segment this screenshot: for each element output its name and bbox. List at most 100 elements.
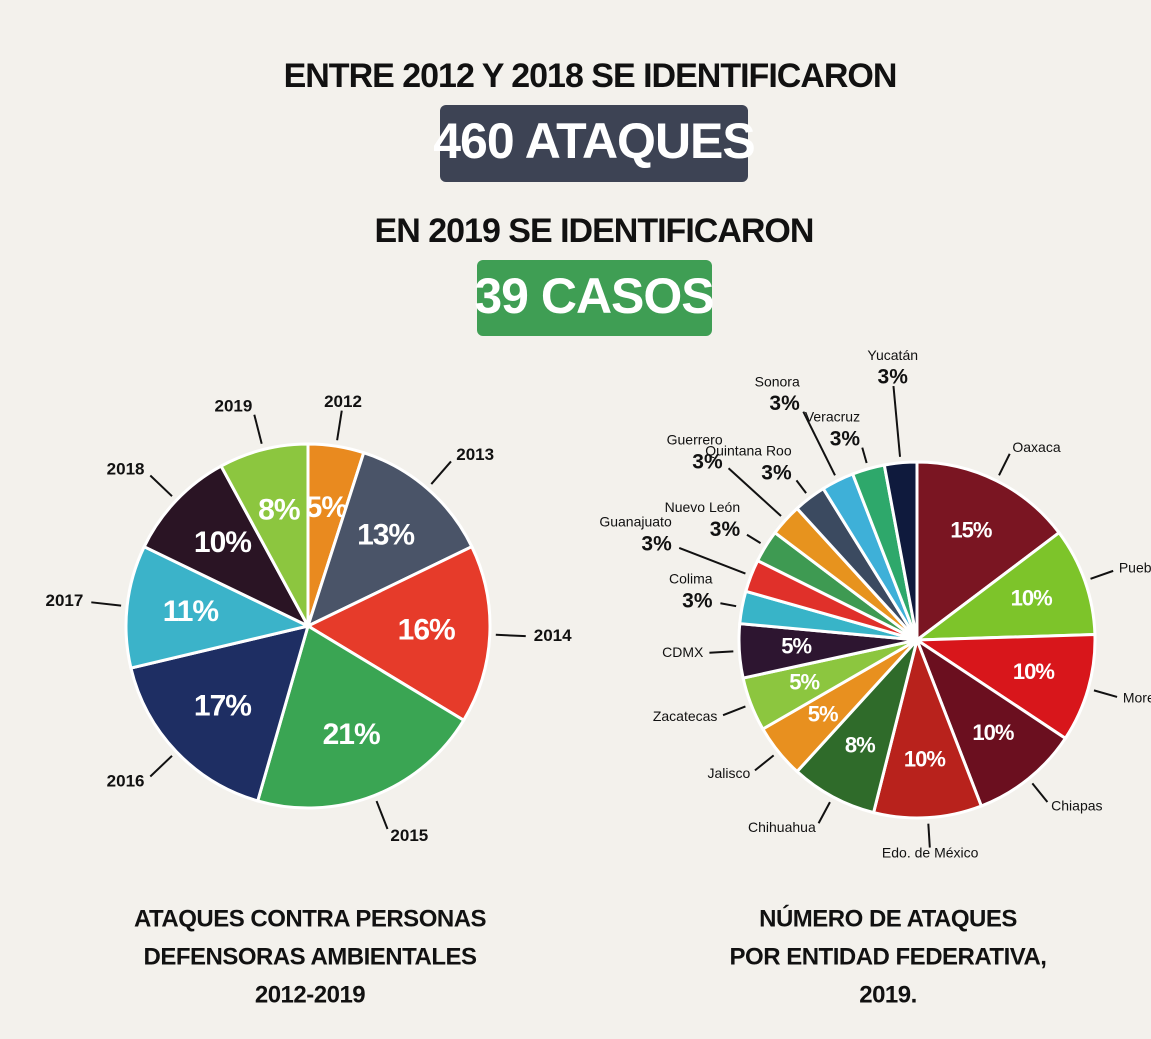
category-label: Oaxaca [1012,439,1060,455]
pie-slice [915,460,1062,644]
pie-slice [255,623,466,810]
category-label: Jalisco [707,765,750,781]
category-label: 2017 [46,591,84,610]
category-label: CDMX [662,644,704,660]
leader-line [1090,569,1114,580]
leader-line [336,410,343,441]
value-label: 15% [950,517,991,542]
category-label: Chiapas [1051,797,1102,813]
value-label: 3% [769,392,800,415]
category-label: Edo. de México [882,844,979,860]
value-label: 10% [1011,586,1052,611]
leader-line [754,754,775,772]
leader-line [892,385,902,457]
chart-title: POR ENTIDAD FEDERATIVA, [730,943,1047,970]
pie-slice [912,632,1097,741]
leader-line [91,601,122,607]
category-label: Quintana Roo [705,443,792,459]
leader-line [746,533,762,544]
category-label: 2013 [456,445,494,464]
value-label: 21% [323,718,380,751]
value-label: 10% [1013,659,1054,684]
chart-title: 2019. [859,981,917,1008]
leader-line [375,800,389,830]
value-label: 3% [761,462,792,485]
value-label: 13% [357,519,414,552]
value-label: 5% [808,702,838,727]
cases-box [477,260,712,336]
value-label: 3% [641,533,672,556]
value-label: 16% [398,613,455,646]
leader-line [253,414,263,445]
value-label: 5% [781,633,811,658]
leader-line [802,411,836,476]
category-label: Colima [669,570,713,586]
category-label: 2015 [390,826,428,845]
value-label: 3% [830,427,861,450]
value-label: 11% [163,595,219,628]
value-label: 3% [682,589,713,612]
leader-line [709,650,734,654]
category-label: 2016 [107,772,145,791]
category-label: 2018 [107,459,145,478]
value-label: 8% [258,493,300,526]
category-label: Veracruz [805,409,860,425]
category-label: Guanajuato [599,514,672,530]
total-value: 460 ATAQUES [433,113,755,169]
value-label: 3% [692,450,723,473]
leader-line [1093,689,1118,698]
pie-slice [304,544,492,723]
pie-slice [305,450,474,629]
leader-line [927,823,931,848]
value-label: 10% [904,747,945,772]
leader-line [727,467,782,517]
cases-value: 39 CASOS [474,268,713,324]
category-label: Guerrero [667,432,723,448]
value-label: 10% [972,720,1013,745]
category-label: Sonora [755,373,800,389]
chart-title: 2012-2019 [255,981,365,1008]
value-label: 10% [194,526,251,559]
chart-title: DEFENSORAS AMBIENTALES [143,943,477,970]
pie-slice [129,623,311,803]
leader-line [720,602,737,608]
category-label: 2012 [324,392,362,411]
leader-line [998,453,1011,476]
category-label: Yucatán [867,347,918,363]
pie-slice [882,460,919,641]
category-label: Nuevo León [665,499,741,515]
category-label: Chihuahua [748,819,816,835]
category-label: Morelos [1123,689,1151,705]
total-box [440,105,748,182]
leader-line [817,801,831,824]
value-label: 8% [845,732,875,757]
leader-line [495,633,526,638]
leader-line [149,474,173,497]
chart-title: ATAQUES CONTRA PERSONAS [134,905,487,932]
pie-slice [124,544,313,670]
category-label: 2019 [215,396,253,415]
heading: ENTRE 2012 Y 2018 SE IDENTIFICARON [284,57,897,95]
leader-line [795,479,807,494]
pie-slice [871,635,984,820]
leader-line [678,546,746,575]
leader-line [861,447,868,464]
value-label: 3% [878,366,909,389]
pie-slice [913,636,1068,808]
pie-slice [142,464,312,630]
pie-slice [219,442,310,627]
leader-line [149,755,173,778]
category-label: Zacatecas [653,708,718,724]
value-label: 17% [194,690,251,723]
value-label: 5% [789,670,819,695]
leader-line [430,460,452,485]
category-label: Puebla [1119,560,1151,576]
leader-line [1031,782,1049,803]
chart-title: NÚMERO DE ATAQUES [759,904,1017,932]
heading: EN 2019 SE IDENTIFICARON [375,212,814,250]
category-label: 2014 [534,626,572,645]
value-label: 3% [710,518,741,541]
pie-slice [912,530,1097,642]
leader-line [722,705,746,717]
